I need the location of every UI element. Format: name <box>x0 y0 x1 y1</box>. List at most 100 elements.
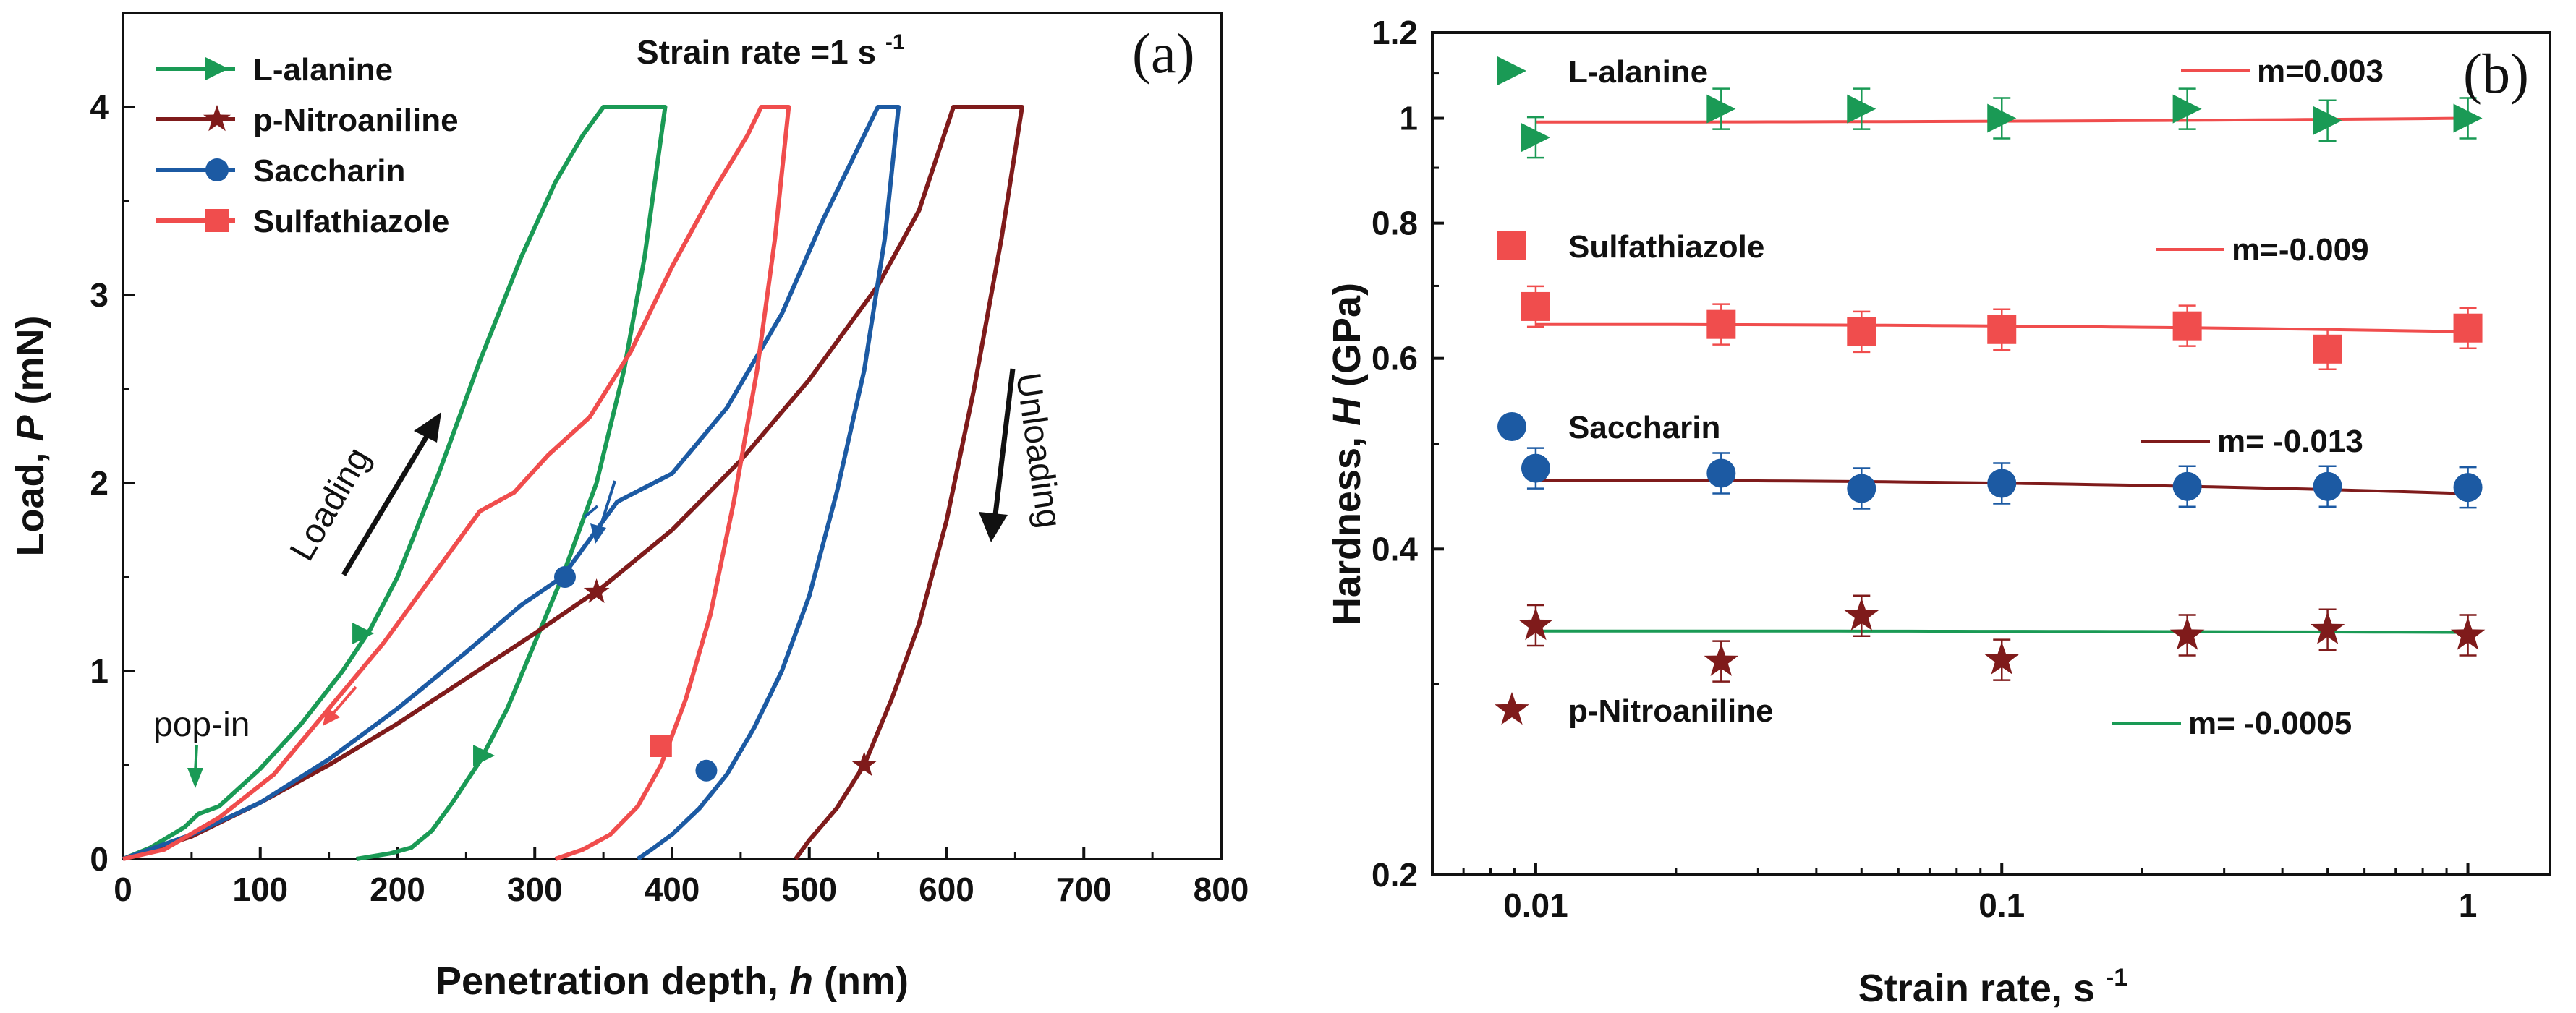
ylabel-a-part2: P <box>9 415 52 442</box>
y-tick-label-a: 0 <box>90 840 109 878</box>
curve-marker <box>695 759 718 782</box>
x-tick-label-b: 0.1 <box>1978 886 2025 924</box>
data-point <box>1521 291 1550 321</box>
xlabel-a-part1: Penetration depth, <box>435 959 789 1003</box>
curve-marker <box>650 735 672 757</box>
loading-annotation: Loading <box>283 412 441 576</box>
series-label: Sulfathiazole <box>1568 229 1764 265</box>
points-p-nitroaniline <box>1518 594 2486 683</box>
points-l-alanine <box>1521 87 2483 159</box>
legend-label: L-alanine <box>253 52 393 87</box>
title-main-a: Strain rate =1 s <box>637 33 876 71</box>
x-tick-label-a: 700 <box>1056 871 1112 908</box>
data-point <box>2453 103 2483 133</box>
ylabel-b-part3: (GPa) <box>1325 283 1369 398</box>
y-tick-label-a: 3 <box>90 276 109 314</box>
curve-marker <box>352 623 375 644</box>
unloading-arrowhead-icon <box>979 512 1008 542</box>
data-point <box>1706 94 1736 124</box>
x-axis-label-b: Strain rate, s -1 <box>1858 964 2127 1010</box>
data-point <box>2172 311 2202 341</box>
popin-arrowhead-icon <box>187 768 203 788</box>
series-a <box>122 105 1024 861</box>
y-tick-label-b: 0.6 <box>1372 340 1418 377</box>
y-tick-label-a: 2 <box>90 464 109 502</box>
series-label-marker <box>1497 231 1526 260</box>
ylabel-b-part1: Hardness, <box>1325 426 1369 625</box>
ylabel-a-part3: (mN) <box>9 315 52 415</box>
data-point <box>2172 94 2202 124</box>
data-point <box>1847 94 1876 124</box>
unloading-annotation: Unloading <box>979 368 1068 542</box>
series-label-marker <box>1497 56 1526 85</box>
points-saccharin <box>1521 447 2483 510</box>
series-label-marker <box>1497 412 1526 441</box>
y-tick-label-b: 1 <box>1399 100 1418 137</box>
fit-line <box>1535 629 2468 634</box>
y-tick-label-b: 0.4 <box>1372 530 1418 568</box>
loading-arrow <box>341 425 435 576</box>
data-point <box>2310 611 2345 644</box>
popin-annotation: pop-in <box>153 706 250 788</box>
curve-line <box>122 105 1024 861</box>
series-label: Saccharin <box>1568 410 1720 445</box>
legend-label: Saccharin <box>253 153 405 189</box>
data-point <box>1706 309 1736 339</box>
data-point <box>1987 469 2017 498</box>
data-point <box>1704 643 1739 676</box>
panel-label-a: (a) <box>1132 22 1195 85</box>
unloading-label: Unloading <box>1008 370 1068 530</box>
x-tick-label-a: 400 <box>645 871 700 908</box>
x-tick-label-a: 800 <box>1194 871 1249 908</box>
unloading-arrow <box>992 368 1016 521</box>
red-down-arrow <box>328 685 357 719</box>
curve-line <box>122 105 901 861</box>
ylabel-a-part1: Load, <box>9 442 52 557</box>
data-point <box>1521 123 1550 153</box>
popin-arrow <box>194 744 198 773</box>
strain-rate-title-a: Strain rate =1 s -1 <box>637 30 905 71</box>
xlabel-b-sup: -1 <box>2106 964 2127 991</box>
series-label-marker <box>1495 692 1529 725</box>
panel-b-hardness-chart: 0.01 0.1 1 0.2 0.4 0.6 0.8 1 1.2 L-alanine m=0.00… <box>1325 14 2551 1010</box>
y-tick-label-b: 0.2 <box>1372 856 1418 894</box>
loading-label: Loading <box>283 441 378 567</box>
red-arrowhead-icon <box>323 707 340 726</box>
panel-a-load-depth-chart: 0 100 200 300 400 500 600 700 800 0 1 2 3 4 L-alanine… <box>9 12 1249 1003</box>
series-sulfathiazole <box>122 105 791 861</box>
data-point <box>1984 641 2019 675</box>
data-point <box>1706 458 1736 488</box>
x-tick-label-a: 0 <box>114 871 132 908</box>
x-tick-label-a: 200 <box>370 871 425 908</box>
series-label: p-Nitroaniline <box>1568 693 1774 729</box>
data-point <box>1987 315 2017 344</box>
curve-line <box>122 105 668 861</box>
xlabel-b-main: Strain rate, s <box>1858 967 2095 1010</box>
curve-direction-arrows <box>323 480 616 726</box>
fit-legend-label: m= -0.0005 <box>2188 706 2352 741</box>
curve-marker <box>851 751 877 777</box>
x-tick-label-b: 1 <box>2459 886 2478 924</box>
y-tick-label-b: 1.2 <box>1372 14 1418 51</box>
data-point <box>1847 474 1876 503</box>
x-axis-label-a: Penetration depth, h (nm) <box>435 959 909 1003</box>
xlabel-a-part2: h <box>789 959 813 1003</box>
data-point <box>1987 103 2017 133</box>
y-axis-label-b: Hardness, H (GPa) <box>1325 283 1369 625</box>
legend-marker <box>203 105 231 132</box>
axis-ticks-b <box>1431 31 2470 876</box>
axis-ticks-a <box>122 12 1223 860</box>
blue-down-arrow-2 <box>583 505 599 518</box>
fit-legend-label: m=-0.009 <box>2232 232 2369 268</box>
x-tick-label-b: 0.01 <box>1503 886 1568 924</box>
y-tick-label-a: 1 <box>90 652 109 690</box>
legend-marker <box>205 57 229 80</box>
title-sup-a: -1 <box>885 30 905 54</box>
data-point <box>1521 453 1550 483</box>
curve-marker <box>583 578 610 603</box>
blue-arrowhead-icon <box>590 523 606 544</box>
points-sulfathiazole <box>1521 285 2483 371</box>
legend-label: p-Nitroaniline <box>253 103 459 138</box>
fit-legend-label: m=0.003 <box>2257 54 2384 89</box>
curve-marker <box>473 745 496 766</box>
